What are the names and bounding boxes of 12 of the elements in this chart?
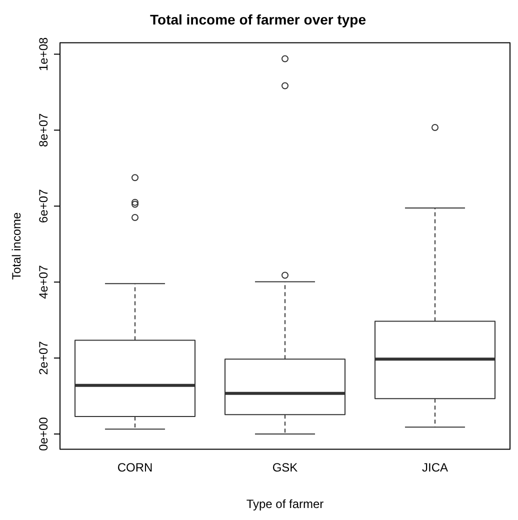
y-tick-label: 8e+07: [36, 112, 50, 148]
y-tick-label: 2e+07: [36, 340, 50, 375]
y-tick-label: 6e+07: [36, 188, 50, 223]
x-tick-label: JICA: [422, 460, 448, 475]
y-axis-title: Total income: [10, 212, 24, 280]
x-tick-label: GSK: [272, 460, 298, 475]
chart-title: Total income of farmer over type: [150, 11, 366, 28]
x-axis-title: Type of farmer: [246, 497, 324, 512]
y-tick-label: 1e+08: [36, 37, 50, 72]
y-tick-label: 0e+00: [36, 416, 50, 451]
x-tick-label: CORN: [117, 460, 153, 475]
y-tick-label: 4e+07: [36, 264, 50, 299]
